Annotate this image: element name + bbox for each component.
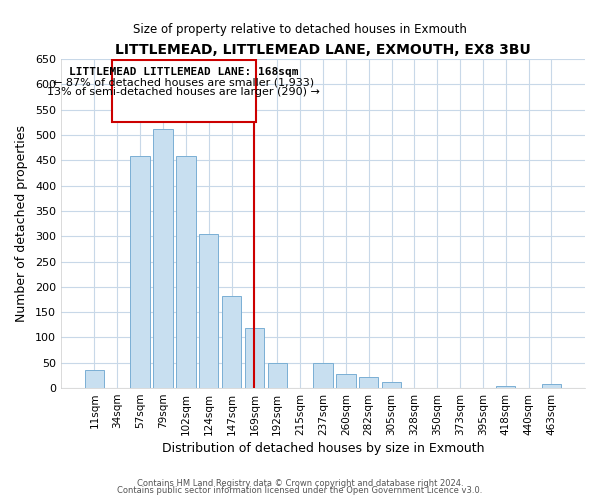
FancyBboxPatch shape	[112, 60, 256, 122]
Bar	[313, 363, 332, 388]
Text: LITTLEMEAD LITTLEMEAD LANE: 168sqm: LITTLEMEAD LITTLEMEAD LANE: 168sqm	[69, 67, 298, 77]
Bar	[199, 234, 218, 388]
Bar	[176, 156, 196, 388]
Bar	[222, 296, 241, 388]
Title: LITTLEMEAD, LITTLEMEAD LANE, EXMOUTH, EX8 3BU: LITTLEMEAD, LITTLEMEAD LANE, EXMOUTH, EX…	[115, 42, 531, 56]
Y-axis label: Number of detached properties: Number of detached properties	[15, 125, 28, 322]
Text: ← 87% of detached houses are smaller (1,933): ← 87% of detached houses are smaller (1,…	[53, 78, 314, 88]
Text: 13% of semi-detached houses are larger (290) →: 13% of semi-detached houses are larger (…	[47, 88, 320, 98]
Bar	[268, 363, 287, 388]
Bar	[130, 156, 150, 388]
Bar	[85, 370, 104, 388]
Bar	[336, 374, 356, 388]
Text: Size of property relative to detached houses in Exmouth: Size of property relative to detached ho…	[133, 22, 467, 36]
Bar	[382, 382, 401, 388]
Bar	[359, 377, 379, 388]
Bar	[542, 384, 561, 388]
Text: Contains HM Land Registry data © Crown copyright and database right 2024.: Contains HM Land Registry data © Crown c…	[137, 478, 463, 488]
Bar	[496, 386, 515, 388]
Text: Contains public sector information licensed under the Open Government Licence v3: Contains public sector information licen…	[118, 486, 482, 495]
Bar	[154, 129, 173, 388]
X-axis label: Distribution of detached houses by size in Exmouth: Distribution of detached houses by size …	[162, 442, 484, 455]
Bar	[245, 328, 264, 388]
